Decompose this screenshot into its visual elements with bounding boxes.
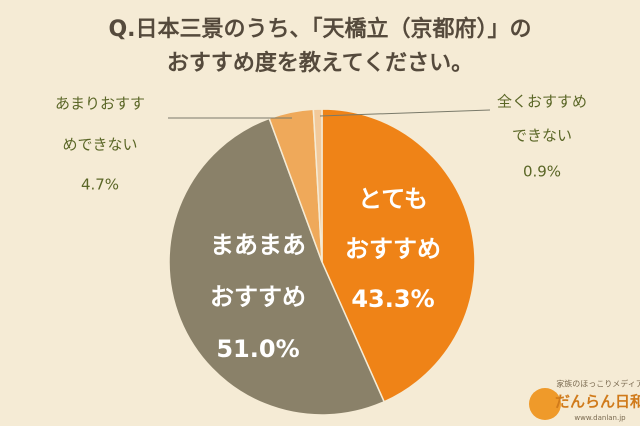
logo-name: だんらん日和 bbox=[555, 393, 640, 411]
slice-label: おすすめ bbox=[210, 283, 306, 311]
slice-label: とても bbox=[358, 185, 428, 213]
chart-title: おすすめ度を教えてください。 bbox=[167, 50, 473, 76]
value-label: 51.0% bbox=[216, 335, 299, 363]
value-label: 4.7% bbox=[81, 176, 119, 194]
slice-label: おすすめ bbox=[345, 235, 441, 263]
slice-label: まあまあ bbox=[210, 231, 306, 259]
slice-label: できない bbox=[512, 127, 572, 145]
slice-label: あまりおすす bbox=[55, 95, 145, 113]
logo-url: www.danlan.jp bbox=[574, 414, 626, 422]
leader-line bbox=[319, 109, 491, 117]
logo-icon bbox=[529, 388, 561, 420]
value-label: 43.3% bbox=[351, 285, 434, 313]
slice-label: 全くおすすめ bbox=[497, 93, 587, 111]
logo-tagline: 家族のほっこりメディア bbox=[556, 379, 640, 389]
pie-slice bbox=[312, 108, 323, 263]
chart-title: Q.日本三景のうち、「天橋立（京都府）」の bbox=[108, 16, 531, 42]
pie-slice bbox=[321, 108, 476, 403]
pie-slice bbox=[168, 117, 386, 416]
value-label: 0.9% bbox=[523, 163, 561, 181]
logo: 家族のほっこりメディア だんらん日和 www.danlan.jp bbox=[529, 379, 640, 422]
slice-label: めできない bbox=[62, 136, 137, 154]
